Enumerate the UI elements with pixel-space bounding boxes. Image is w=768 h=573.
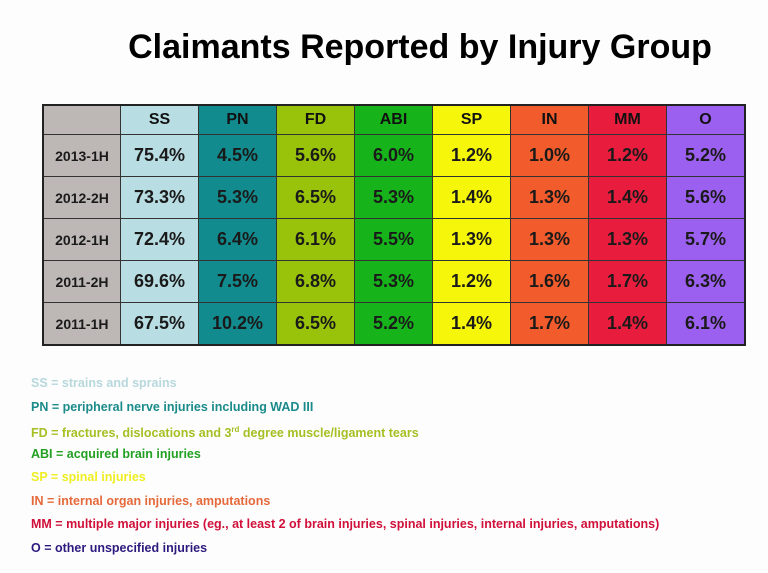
value-cell: 1.0% [510, 134, 589, 177]
legend-item: IN = internal organ injuries, amputation… [31, 493, 271, 508]
value-cell: 6.5% [276, 302, 355, 346]
value-cell: 5.3% [354, 260, 433, 303]
value-cell: 6.8% [276, 260, 355, 303]
value-cell: 1.2% [588, 134, 667, 177]
value-cell: 69.6% [120, 260, 199, 303]
value-cell: 10.2% [198, 302, 277, 346]
column-header: FD [276, 104, 355, 135]
column-header: ABI [354, 104, 433, 135]
value-cell: 6.0% [354, 134, 433, 177]
value-cell: 1.3% [432, 218, 511, 261]
value-cell: 1.6% [510, 260, 589, 303]
value-cell: 1.2% [432, 260, 511, 303]
legend-item: PN = peripheral nerve injuries including… [31, 399, 314, 414]
column-header: SS [120, 104, 199, 135]
column-header: MM [588, 104, 667, 135]
column-header: PN [198, 104, 277, 135]
value-cell: 6.3% [666, 260, 746, 303]
value-cell: 72.4% [120, 218, 199, 261]
value-cell: 1.4% [432, 176, 511, 219]
value-cell: 5.6% [666, 176, 746, 219]
column-header: IN [510, 104, 589, 135]
value-cell: 67.5% [120, 302, 199, 346]
row-label: 2012-2H [42, 176, 121, 219]
value-cell: 75.4% [120, 134, 199, 177]
table-row: 2012-2H 73.3% 5.3% 6.5% 5.3% 1.4% 1.3% 1.4% 5.6% [42, 176, 746, 219]
table-row: 2011-1H 67.5% 10.2% 6.5% 5.2% 1.4% 1.7% 1.4% 6.1… [42, 302, 746, 346]
legend-item: O = other unspecified injuries [31, 540, 208, 555]
value-cell: 5.6% [276, 134, 355, 177]
column-header: SP [432, 104, 511, 135]
value-cell: 73.3% [120, 176, 199, 219]
value-cell: 5.7% [666, 218, 746, 261]
value-cell: 5.3% [354, 176, 433, 219]
value-cell: 6.1% [276, 218, 355, 261]
value-cell: 1.3% [510, 176, 589, 219]
table-row: 2013-1H 75.4% 4.5% 5.6% 6.0% 1.2% 1.0% 1.2% 5.2% [42, 134, 746, 177]
value-cell: 6.4% [198, 218, 277, 261]
injury-table: SS PN FD ABI SP IN MM O 2013-1H 75.4% 4.5% 5.6% 6.0%… [42, 104, 746, 346]
legend: SS = strains and sprains PN = peripheral … [31, 376, 659, 564]
row-label: 2013-1H [42, 134, 121, 177]
table-row: 2011-2H 69.6% 7.5% 6.8% 5.3% 1.2% 1.6% 1.7% 6.3% [42, 260, 746, 303]
value-cell: 1.4% [588, 176, 667, 219]
legend-item: MM = multiple major injuries (eg., at le… [31, 517, 660, 531]
corner-cell [42, 104, 121, 135]
slide-title: Claimants Reported by Injury Group [128, 28, 712, 66]
column-header: O [666, 104, 746, 135]
value-cell: 1.3% [588, 218, 667, 261]
value-cell: 5.5% [354, 218, 433, 261]
value-cell: 5.2% [666, 134, 746, 177]
legend-item: FD = fractures, dislocations and 3rd deg… [31, 425, 419, 441]
superscript: rd [231, 425, 240, 434]
value-cell: 5.2% [354, 302, 433, 346]
legend-item: ABI = acquired brain injuries [31, 446, 201, 461]
value-cell: 5.3% [198, 176, 277, 219]
value-cell: 1.7% [510, 302, 589, 346]
row-label: 2011-2H [42, 260, 121, 303]
table-row: 2012-1H 72.4% 6.4% 6.1% 5.5% 1.3% 1.3% 1.3% 5.7% [42, 218, 746, 261]
value-cell: 1.4% [432, 302, 511, 346]
header-row: SS PN FD ABI SP IN MM O [42, 104, 746, 135]
legend-item: SP = spinal injuries [31, 470, 146, 484]
row-label: 2011-1H [42, 302, 121, 346]
value-cell: 1.3% [510, 218, 589, 261]
value-cell: 7.5% [198, 260, 277, 303]
row-label: 2012-1H [42, 218, 121, 261]
value-cell: 1.7% [588, 260, 667, 303]
legend-item: SS = strains and sprains [31, 376, 177, 390]
value-cell: 1.2% [432, 134, 511, 177]
value-cell: 1.4% [588, 302, 667, 346]
value-cell: 6.5% [276, 176, 355, 219]
value-cell: 4.5% [198, 134, 277, 177]
value-cell: 6.1% [666, 302, 746, 346]
